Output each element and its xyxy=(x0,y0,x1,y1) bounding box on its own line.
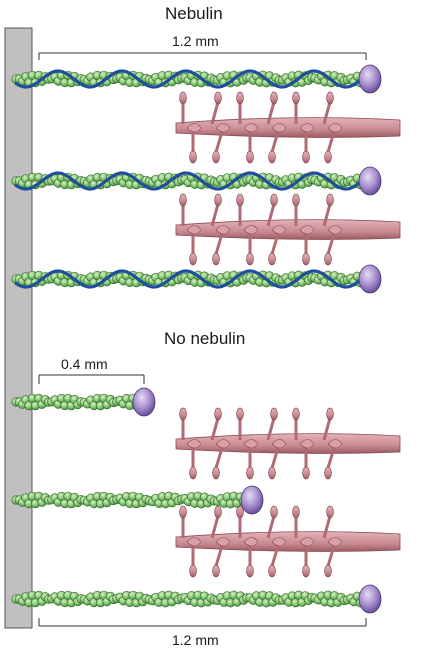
actin-filament-with-nebulin xyxy=(11,264,382,294)
actin-filament-short xyxy=(11,387,156,417)
tropomodulin-cap xyxy=(358,166,382,196)
nebulin-strand xyxy=(14,69,362,89)
nebulin-strand xyxy=(14,269,362,289)
tropomodulin-cap xyxy=(358,264,382,294)
tropomodulin-cap xyxy=(358,64,382,94)
myosin-filament xyxy=(175,505,401,578)
actin-filament-long xyxy=(11,584,382,614)
bottom-length-bracket xyxy=(38,618,367,627)
actin-filament-medium xyxy=(11,485,264,515)
short-length-bracket xyxy=(38,374,145,384)
bottom-length-label: 1.2 mm xyxy=(172,632,219,648)
actin-filament-with-nebulin xyxy=(11,166,382,196)
myosin-filament xyxy=(175,407,401,480)
title-nebulin: Nebulin xyxy=(165,4,223,23)
z-disc xyxy=(4,27,33,629)
myosin-filament xyxy=(175,91,401,164)
tropomodulin-cap xyxy=(358,584,382,614)
tropomodulin-cap xyxy=(132,387,156,417)
title-no-nebulin: No nebulin xyxy=(164,329,245,348)
actin-filament-with-nebulin xyxy=(11,64,382,94)
nebulin-strand xyxy=(14,171,362,191)
short-length-label: 0.4 mm xyxy=(61,356,108,372)
top-length-label: 1.2 mm xyxy=(172,33,219,49)
myosin-filament xyxy=(175,193,401,266)
tropomodulin-cap xyxy=(240,485,264,515)
top-length-bracket xyxy=(38,52,367,60)
